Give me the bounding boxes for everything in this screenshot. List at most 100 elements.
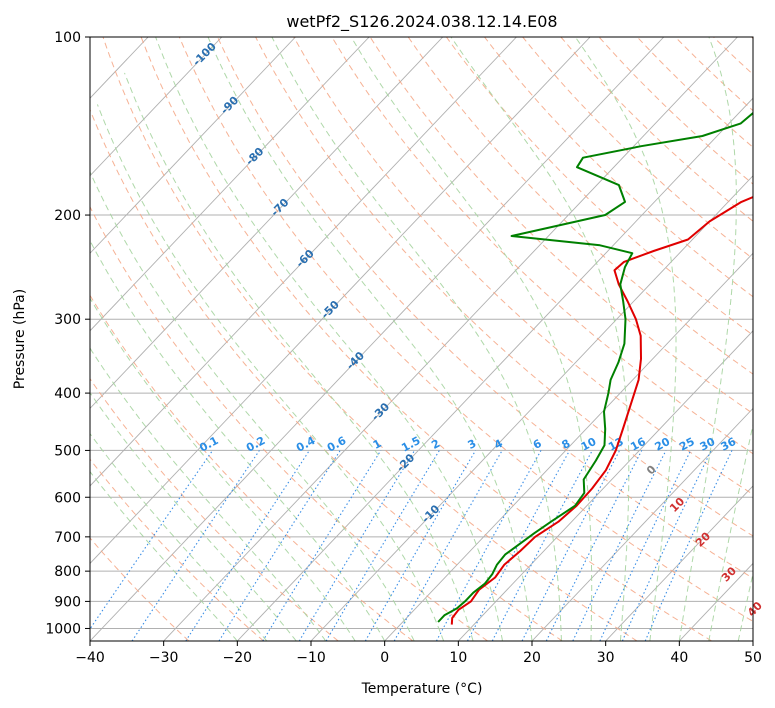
plot-frame	[89, 36, 754, 642]
y-tick-label: 600	[54, 490, 81, 506]
profile-lines	[437, 111, 753, 625]
dry-adiabat-line	[751, 37, 753, 39]
mixing-ratio-line	[298, 450, 416, 641]
isotherm-line	[237, 97, 753, 641]
mixing-ratio-label: 2	[429, 437, 442, 452]
y-tick-label: 300	[54, 312, 81, 328]
isotherm-line	[458, 330, 753, 641]
mixing-ratio-label: 3	[466, 437, 479, 452]
chart-title: wetPf2_S126.2024.038.12.14.E08	[286, 12, 557, 32]
background-lines	[0, 37, 753, 641]
x-axis-label: Temperature (°C)	[361, 681, 483, 697]
moist-adiabat-line	[124, 72, 474, 641]
background-line-labels: 0.1 0.2 0.4 0.6 1 1.5 2 3 4 6 8 10 13 16 20 25 30 36-100-…	[190, 40, 765, 619]
dry-adiabat-line	[713, 37, 753, 76]
moist-adiabat-line	[574, 37, 677, 641]
isotherm-line	[0, 37, 1, 641]
mixing-ratio-label: 10	[579, 435, 599, 454]
moist-adiabat-line	[90, 239, 386, 641]
dry-adiabat-line	[90, 294, 414, 641]
y-tick-label: 700	[54, 530, 81, 546]
moist-adiabat-line	[678, 37, 737, 641]
moist-adiabat-line	[350, 37, 593, 641]
dry-adiabat-line	[331, 37, 753, 455]
dry-adiabat-line	[445, 37, 753, 336]
mixing-ratio-line	[364, 450, 477, 641]
dry-adiabat-line	[484, 37, 753, 298]
mixing-ratio-line	[131, 450, 260, 641]
isotherm-line	[90, 37, 665, 641]
moist-adiabat-line	[90, 470, 238, 641]
dry-adiabat-line	[369, 37, 753, 415]
mixing-ratio-label: 13	[606, 435, 626, 454]
mixing-ratio-line	[599, 450, 692, 641]
mixing-ratio-label: 0.2	[244, 434, 267, 455]
dry-adiabat-line	[255, 37, 753, 537]
moist-adiabat-label: 40	[745, 599, 765, 619]
x-tick-label: 20	[523, 650, 541, 666]
x-tick-label: 0	[380, 650, 389, 666]
mixing-ratio-label: 36	[719, 435, 739, 454]
mixing-ratio-label: 0.1	[197, 434, 220, 455]
y-tick-label: 400	[54, 386, 81, 402]
dewpoint-profile-line	[437, 111, 753, 623]
dry-adiabat-line	[407, 37, 753, 375]
isotherm-line	[90, 37, 591, 565]
x-tick-label: −40	[75, 650, 105, 666]
moist-adiabat-line	[207, 37, 533, 641]
mixing-ratio-label: 0.6	[325, 434, 349, 455]
moist-adiabat-line	[271, 37, 562, 641]
moist-adiabat-line	[90, 170, 415, 641]
y-tick-label: 500	[54, 443, 81, 459]
y-tick-label: 1000	[45, 621, 81, 637]
dry-adiabat-line	[217, 37, 753, 579]
mixing-ratio-label: 25	[677, 435, 697, 454]
x-tick-label: −30	[149, 650, 179, 666]
moist-adiabat-line	[737, 571, 753, 641]
temperature-profile-line	[450, 195, 753, 625]
dry-adiabat-line	[102, 37, 638, 641]
x-axis: −40 −30 −20 −10 0 10 20 30 40 50	[75, 641, 762, 666]
isotherm-line	[605, 485, 753, 641]
mixing-ratio-line	[218, 450, 341, 641]
dry-adiabat-line	[90, 377, 339, 641]
x-tick-label: 10	[449, 650, 467, 666]
x-tick-label: 40	[670, 650, 688, 666]
moist-adiabat-label: 20	[693, 529, 713, 549]
dry-adiabat-line	[90, 108, 563, 641]
y-axis-label: Pressure (hPa)	[12, 289, 28, 389]
mixing-ratio-line	[262, 450, 382, 641]
mixing-ratio-line	[393, 450, 503, 641]
x-tick-label: −20	[223, 650, 253, 666]
y-tick-label: 100	[54, 30, 81, 46]
isotherm-line	[384, 252, 753, 641]
isotherm-line	[90, 37, 517, 487]
x-tick-label: 50	[744, 650, 762, 666]
dry-adiabat-line	[90, 537, 190, 641]
dry-adiabat-line	[90, 205, 488, 641]
dry-adiabat-line	[560, 37, 753, 222]
moist-adiabat-line	[96, 104, 445, 641]
dry-adiabat-line	[178, 37, 753, 623]
mixing-ratio-label: 1	[371, 437, 384, 452]
isotherm-line	[90, 37, 223, 177]
mixing-ratio-line	[521, 450, 621, 641]
mixing-ratio-label: 8	[560, 437, 573, 452]
mixing-ratio-label: 16	[628, 435, 648, 454]
mixing-ratio-line	[467, 450, 571, 641]
x-tick-label: −10	[296, 650, 326, 666]
isotherm-line	[90, 37, 444, 410]
isotherm-line	[752, 640, 753, 641]
mixing-ratio-line	[90, 450, 214, 630]
x-tick-label: 30	[597, 650, 615, 666]
mixing-ratio-line	[545, 450, 643, 641]
y-tick-label: 900	[54, 594, 81, 610]
mixing-ratio-label: 20	[653, 435, 673, 454]
mixing-ratio-line	[185, 450, 310, 641]
isotherm-line	[163, 37, 738, 641]
moist-adiabat-line	[708, 422, 753, 641]
dry-adiabat-line	[522, 37, 753, 260]
mixing-ratio-label: 30	[698, 435, 718, 454]
y-tick-label: 800	[54, 564, 81, 580]
